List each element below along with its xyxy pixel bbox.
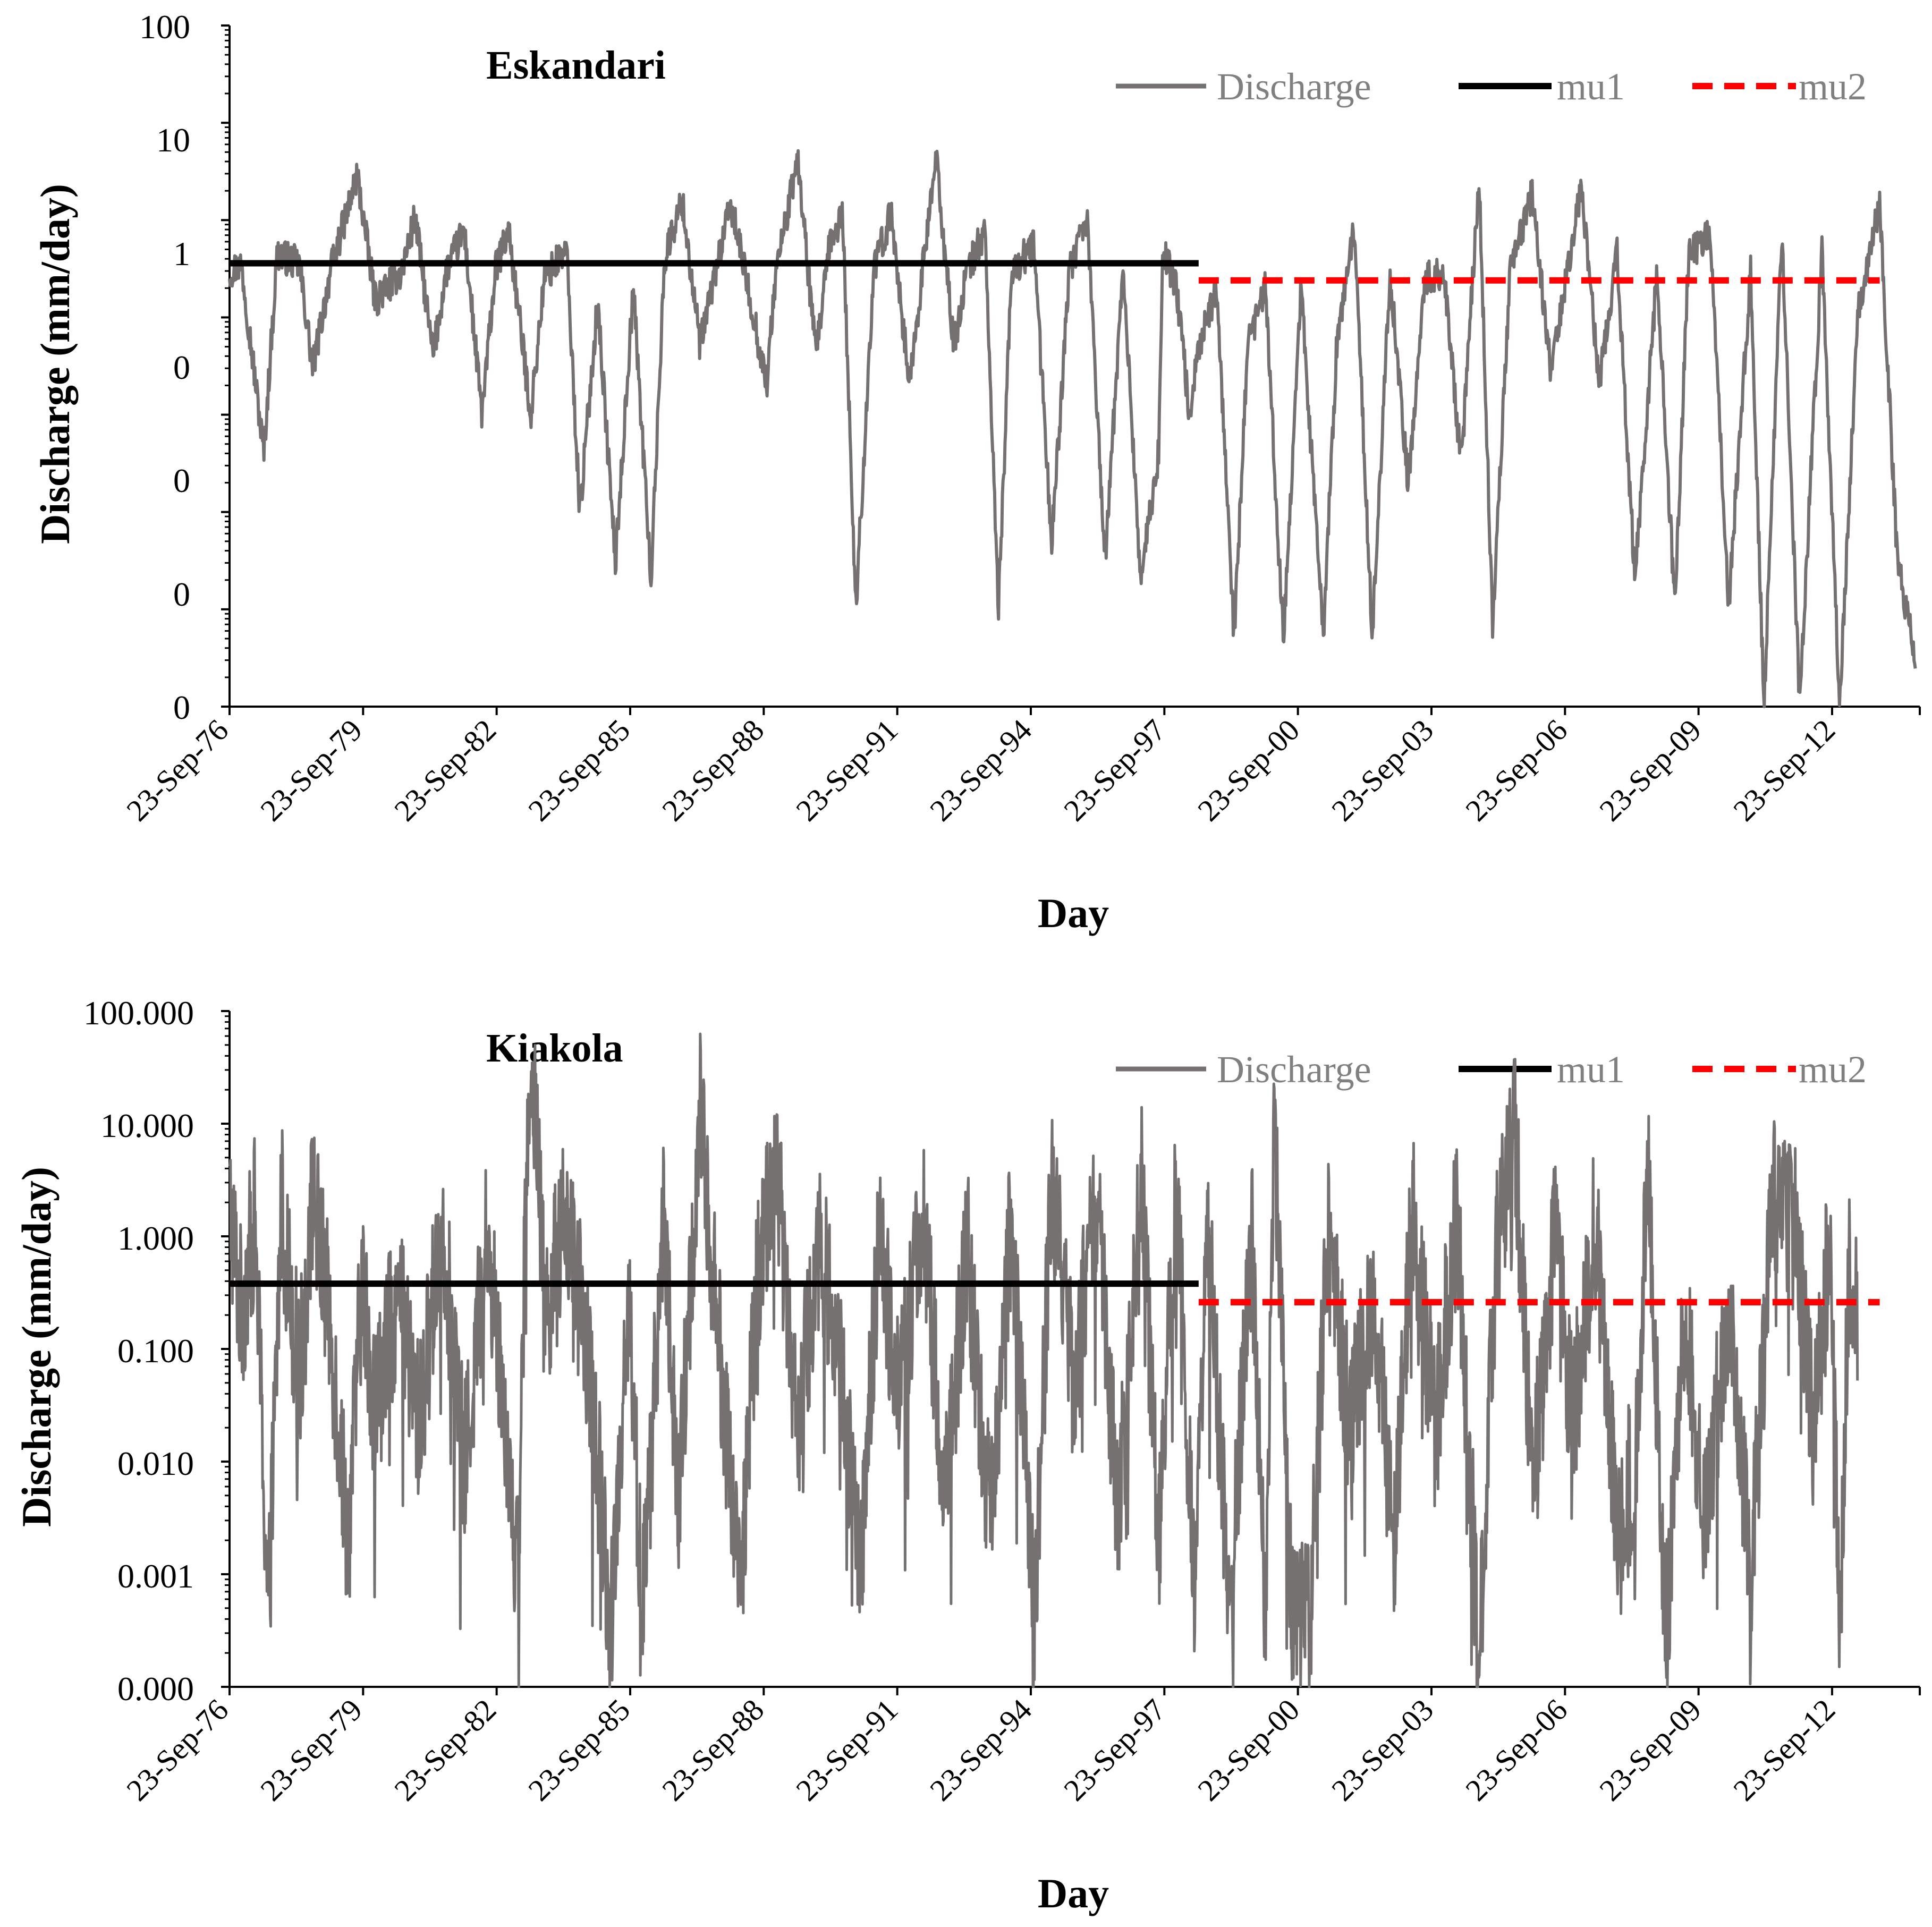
x-tick-label: 23-Sep-03 bbox=[1325, 1692, 1440, 1807]
x-tick-label: 23-Sep-88 bbox=[655, 1692, 770, 1807]
y-tick-label: 100.000 bbox=[83, 994, 194, 1032]
plot-area bbox=[221, 24, 1921, 715]
x-tick-label: 23-Sep-97 bbox=[1057, 1692, 1172, 1807]
x-tick-label: 23-Sep-82 bbox=[387, 712, 503, 828]
y-axis-title: Discharge (mm/day) bbox=[13, 1167, 60, 1527]
x-tick-label: 23-Sep-12 bbox=[1726, 1692, 1842, 1807]
y-tick-label: 0.010 bbox=[117, 1445, 194, 1482]
legend: Discharge mu1 mu2 bbox=[1116, 65, 1867, 108]
x-tick-label: 23-Sep-76 bbox=[120, 712, 235, 828]
x-tick-label: 23-Sep-06 bbox=[1459, 712, 1574, 828]
y-tick-label: 10 bbox=[156, 121, 190, 159]
y-tick-label: 0 bbox=[173, 349, 190, 386]
x-tick-label: 23-Sep-06 bbox=[1459, 1692, 1574, 1807]
x-tick-label: 23-Sep-97 bbox=[1057, 712, 1172, 828]
y-tick-label: 0.000 bbox=[117, 1670, 194, 1708]
chart-eskandari: 100 10 1 0 0 0 0 23-Sep-76 23-Sep-79 23-… bbox=[32, 8, 1867, 936]
x-axis-title: Day bbox=[1038, 1870, 1109, 1916]
y-axis-ticks: 100 10 1 0 0 0 0 bbox=[139, 8, 190, 726]
chart-title: Kiakola bbox=[486, 1026, 623, 1071]
x-tick-label: 23-Sep-00 bbox=[1191, 1692, 1306, 1807]
legend-label-mu2: mu2 bbox=[1799, 1048, 1867, 1091]
x-axis-tick-labels: 23-Sep-76 23-Sep-79 23-Sep-82 23-Sep-85 … bbox=[120, 712, 1842, 828]
legend-label-mu1: mu1 bbox=[1557, 1048, 1625, 1091]
x-tick-label: 23-Sep-85 bbox=[521, 712, 637, 828]
y-tick-label: 0.100 bbox=[117, 1332, 194, 1370]
y-tick-label: 1 bbox=[173, 235, 190, 273]
y-tick-label: 0 bbox=[173, 689, 190, 726]
x-tick-label: 23-Sep-85 bbox=[521, 1692, 637, 1807]
x-tick-label: 23-Sep-82 bbox=[387, 1692, 503, 1807]
x-tick-label: 23-Sep-91 bbox=[789, 1692, 904, 1807]
legend-label-mu2: mu2 bbox=[1799, 65, 1867, 108]
y-tick-label: 1.000 bbox=[117, 1219, 194, 1257]
x-tick-label: 23-Sep-79 bbox=[253, 712, 369, 828]
x-tick-label: 23-Sep-12 bbox=[1726, 712, 1842, 828]
legend-label-mu1: mu1 bbox=[1557, 65, 1625, 108]
discharge-series-line bbox=[228, 1032, 1859, 1688]
x-tick-label: 23-Sep-88 bbox=[655, 712, 770, 828]
y-tick-label: 100 bbox=[139, 8, 190, 46]
y-axis-title: Discharge (mm/day) bbox=[32, 184, 78, 544]
y-tick-label: 0 bbox=[173, 462, 190, 499]
chart-title: Eskandari bbox=[486, 43, 666, 88]
x-axis-title: Day bbox=[1038, 890, 1109, 936]
legend-label-discharge: Discharge bbox=[1217, 1048, 1371, 1091]
plot-area bbox=[221, 1010, 1921, 1695]
x-tick-label: 23-Sep-76 bbox=[120, 1692, 235, 1807]
y-tick-label: 0 bbox=[173, 575, 190, 613]
y-tick-label: 0.001 bbox=[117, 1557, 194, 1595]
y-tick-label: 10.000 bbox=[100, 1107, 194, 1144]
x-tick-label: 23-Sep-09 bbox=[1592, 1692, 1708, 1807]
x-tick-label: 23-Sep-00 bbox=[1191, 712, 1306, 828]
y-axis-ticks: 100.000 10.000 1.000 0.100 0.010 0.001 0… bbox=[83, 994, 194, 1708]
x-axis-tick-labels: 23-Sep-76 23-Sep-79 23-Sep-82 23-Sep-85 … bbox=[120, 1692, 1842, 1807]
x-tick-label: 23-Sep-94 bbox=[923, 712, 1038, 828]
legend-label-discharge: Discharge bbox=[1217, 65, 1371, 108]
legend: Discharge mu1 mu2 bbox=[1116, 1048, 1867, 1091]
x-tick-label: 23-Sep-94 bbox=[923, 1692, 1038, 1807]
x-tick-label: 23-Sep-79 bbox=[253, 1692, 369, 1807]
discharge-series-line bbox=[228, 149, 1917, 708]
x-tick-label: 23-Sep-09 bbox=[1592, 712, 1708, 828]
x-tick-label: 23-Sep-91 bbox=[789, 712, 904, 828]
x-tick-label: 23-Sep-03 bbox=[1325, 712, 1440, 828]
